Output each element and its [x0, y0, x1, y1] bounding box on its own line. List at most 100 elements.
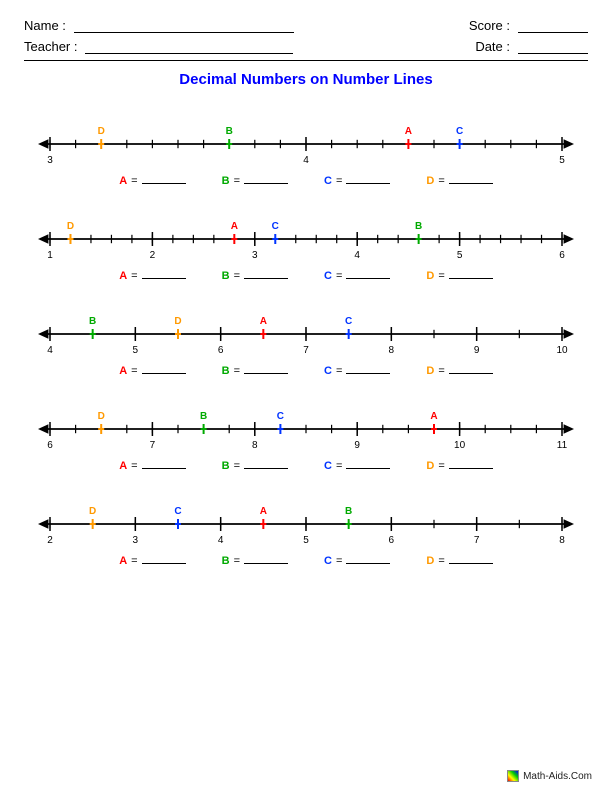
answer-blank-B[interactable] — [244, 269, 288, 279]
answer-D: D= — [426, 554, 492, 567]
answer-C: C= — [324, 364, 390, 377]
point-label-A: A — [405, 126, 412, 137]
answer-C: C= — [324, 459, 390, 472]
answer-blank-A[interactable] — [142, 269, 186, 279]
answer-A: A= — [119, 459, 185, 472]
tick-label: 5 — [559, 155, 565, 164]
answer-C: C= — [324, 269, 390, 282]
footer-icon — [507, 770, 519, 782]
answer-letter-A: A — [119, 365, 127, 377]
teacher-field: Teacher : — [24, 39, 293, 54]
footer-text: Math-Aids.Com — [523, 771, 592, 782]
answer-letter-D: D — [426, 175, 434, 187]
answer-blank-D[interactable] — [449, 459, 493, 469]
answer-blank-D[interactable] — [449, 554, 493, 564]
point-label-B: B — [226, 126, 233, 137]
answer-B: B= — [222, 554, 288, 567]
answer-blank-A[interactable] — [142, 459, 186, 469]
point-label-B: B — [345, 506, 352, 517]
name-field: Name : — [24, 18, 294, 33]
answer-letter-A: A — [119, 555, 127, 567]
answer-blank-D[interactable] — [449, 364, 493, 374]
teacher-blank[interactable] — [85, 40, 293, 54]
point-label-C: C — [345, 316, 352, 327]
answer-blank-B[interactable] — [244, 459, 288, 469]
problem-5: 2345678DCABA=B=C=D= — [24, 496, 588, 567]
answer-A: A= — [119, 554, 185, 567]
number-line-4: 67891011DBCA — [36, 401, 576, 449]
answer-B: B= — [222, 364, 288, 377]
point-label-B: B — [415, 221, 422, 232]
answer-blank-C[interactable] — [346, 459, 390, 469]
tick-label: 11 — [557, 440, 568, 449]
answer-C: C= — [324, 174, 390, 187]
answer-A: A= — [119, 174, 185, 187]
answer-blank-A[interactable] — [142, 554, 186, 564]
answer-blank-C[interactable] — [346, 174, 390, 184]
answer-blank-D[interactable] — [449, 269, 493, 279]
tick-label: 3 — [47, 155, 53, 164]
answer-letter-C: C — [324, 555, 332, 567]
date-label: Date : — [475, 39, 510, 54]
score-blank[interactable] — [518, 19, 588, 33]
answer-letter-B: B — [222, 555, 230, 567]
point-label-A: A — [231, 221, 238, 232]
point-label-A: A — [430, 411, 437, 422]
tick-label: 7 — [150, 440, 156, 449]
tick-label: 5 — [133, 345, 139, 354]
answer-letter-A: A — [119, 175, 127, 187]
point-label-C: C — [272, 221, 279, 232]
answer-row-2: A=B=C=D= — [24, 269, 588, 282]
number-line-5: 2345678DCAB — [36, 496, 576, 544]
tick-label: 4 — [218, 535, 224, 544]
point-label-D: D — [98, 411, 105, 422]
tick-label: 7 — [474, 535, 480, 544]
answer-row-5: A= B= C= D= — [24, 554, 588, 567]
tick-label: 5 — [457, 250, 463, 259]
tick-label: 9 — [354, 440, 360, 449]
problem-3: 45678910BDACA=B=C=D= — [24, 306, 588, 377]
answer-A: A= — [119, 269, 185, 282]
date-field: Date : — [475, 39, 588, 54]
answer-letter-C: C — [324, 270, 332, 282]
answer-blank-B[interactable] — [244, 364, 288, 374]
answer-letter-D: D — [426, 460, 434, 472]
score-label: Score : — [469, 18, 510, 33]
tick-label: 5 — [303, 535, 309, 544]
answer-blank-D[interactable] — [449, 174, 493, 184]
answer-letter-D: D — [426, 365, 434, 377]
point-label-A: A — [260, 506, 267, 517]
answer-blank-C[interactable] — [346, 269, 390, 279]
tick-label: 6 — [47, 440, 53, 449]
tick-label: 8 — [389, 345, 395, 354]
date-blank[interactable] — [518, 40, 588, 54]
number-line-3: 45678910BDAC — [36, 306, 576, 354]
name-blank[interactable] — [74, 19, 294, 33]
answer-letter-B: B — [222, 270, 230, 282]
tick-label: 2 — [47, 535, 53, 544]
answer-C: C= — [324, 554, 390, 567]
answer-letter-C: C — [324, 365, 332, 377]
answer-D: D= — [426, 269, 492, 282]
tick-label: 3 — [252, 250, 258, 259]
point-label-A: A — [260, 316, 267, 327]
point-label-D: D — [67, 221, 74, 232]
answer-letter-A: A — [119, 460, 127, 472]
answer-blank-B[interactable] — [244, 554, 288, 564]
answer-letter-B: B — [222, 460, 230, 472]
answer-B: B= — [222, 174, 288, 187]
answer-letter-C: C — [324, 460, 332, 472]
answer-blank-B[interactable] — [244, 174, 288, 184]
score-field: Score : — [469, 18, 588, 33]
problem-1: 345DBACA=B=C=D= — [24, 116, 588, 187]
answer-blank-A[interactable] — [142, 364, 186, 374]
number-line-1: 345DBAC — [36, 116, 576, 164]
point-label-D: D — [174, 316, 181, 327]
tick-label: 2 — [150, 250, 156, 259]
answer-blank-C[interactable] — [346, 364, 390, 374]
point-label-B: B — [89, 316, 96, 327]
teacher-label: Teacher : — [24, 39, 77, 54]
answer-blank-A[interactable] — [142, 174, 186, 184]
tick-label: 9 — [474, 345, 480, 354]
answer-blank-C[interactable] — [346, 554, 390, 564]
